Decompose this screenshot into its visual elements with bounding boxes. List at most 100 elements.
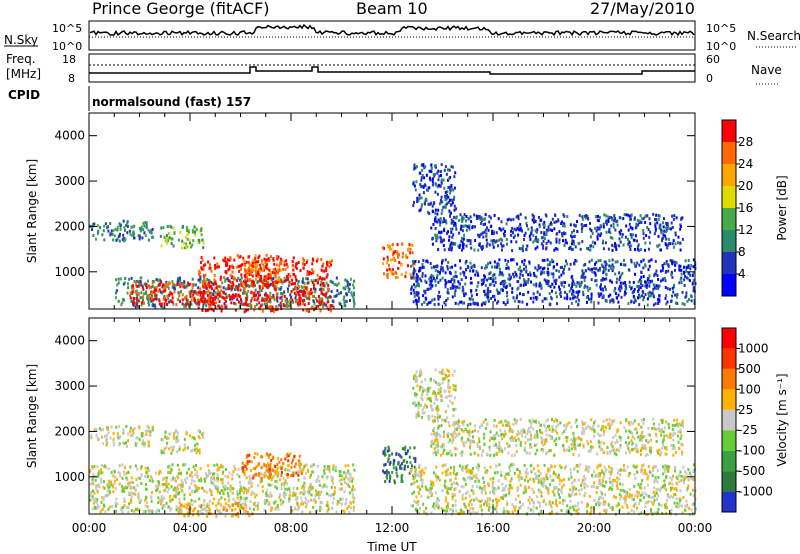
range-cell bbox=[570, 234, 572, 238]
range-cell bbox=[228, 284, 231, 288]
range-cell bbox=[282, 303, 285, 307]
range-cell bbox=[137, 495, 140, 498]
range-cell bbox=[459, 243, 461, 247]
range-cell bbox=[138, 477, 141, 480]
range-cell bbox=[451, 295, 454, 299]
range-cell bbox=[221, 481, 224, 485]
range-cell bbox=[617, 300, 620, 304]
range-cell bbox=[254, 261, 257, 265]
range-cell bbox=[667, 243, 670, 247]
range-cell bbox=[276, 467, 279, 471]
range-cell bbox=[177, 298, 179, 301]
range-cell bbox=[617, 469, 620, 473]
range-cell bbox=[632, 233, 634, 237]
range-cell bbox=[526, 471, 529, 475]
range-cell bbox=[627, 302, 630, 306]
range-cell bbox=[437, 183, 440, 187]
range-cell bbox=[115, 289, 118, 293]
range-cell bbox=[295, 293, 298, 297]
range-cell bbox=[295, 278, 298, 282]
range-cell bbox=[290, 461, 293, 465]
range-cell bbox=[206, 515, 209, 518]
range-cell bbox=[510, 258, 512, 262]
range-cell bbox=[178, 276, 181, 280]
range-cell bbox=[575, 290, 578, 294]
range-cell bbox=[464, 292, 467, 296]
range-cell bbox=[289, 298, 292, 302]
range-cell bbox=[567, 477, 570, 481]
range-cell bbox=[152, 304, 155, 308]
range-cell bbox=[129, 296, 132, 300]
range-cell bbox=[187, 283, 190, 287]
range-cell bbox=[424, 296, 427, 300]
range-cell bbox=[545, 228, 548, 232]
range-cell bbox=[155, 288, 157, 292]
range-cell bbox=[597, 486, 599, 489]
freq-tick-top: 18 bbox=[62, 53, 76, 66]
range-cell bbox=[128, 229, 131, 233]
range-cell bbox=[420, 474, 423, 478]
range-cell bbox=[279, 280, 282, 284]
range-cell bbox=[171, 296, 174, 300]
range-cell bbox=[487, 290, 490, 293]
range-cell bbox=[213, 472, 216, 476]
range-cell bbox=[245, 302, 248, 306]
range-cell bbox=[542, 239, 545, 243]
range-cell bbox=[496, 265, 499, 269]
range-cell bbox=[671, 294, 674, 298]
range-cell bbox=[393, 479, 396, 483]
range-cell bbox=[532, 233, 535, 237]
range-cell bbox=[444, 165, 447, 169]
range-cell bbox=[339, 291, 342, 295]
range-cell bbox=[331, 479, 334, 483]
range-cell bbox=[404, 254, 407, 258]
range-cell bbox=[600, 292, 603, 296]
range-cell bbox=[231, 281, 234, 285]
range-cell bbox=[185, 432, 188, 436]
range-cell bbox=[215, 504, 218, 508]
range-cell bbox=[318, 483, 321, 487]
range-cell bbox=[415, 273, 418, 277]
range-cell bbox=[232, 497, 235, 501]
range-cell bbox=[160, 280, 163, 284]
cpid-text: normalsound (fast) 157 bbox=[92, 95, 251, 109]
range-cell bbox=[238, 305, 241, 308]
range-cell bbox=[183, 443, 186, 447]
range-cell bbox=[444, 205, 447, 209]
range-cell bbox=[412, 167, 415, 171]
range-cell bbox=[142, 434, 145, 438]
range-cell bbox=[597, 301, 600, 305]
range-cell bbox=[686, 299, 689, 303]
range-cell bbox=[281, 292, 284, 296]
range-cell bbox=[423, 289, 425, 293]
range-cell bbox=[515, 240, 518, 244]
range-cell bbox=[222, 492, 225, 496]
range-cell bbox=[191, 436, 194, 439]
range-cell bbox=[185, 242, 188, 246]
range-cell bbox=[129, 486, 132, 490]
range-cell bbox=[286, 473, 289, 477]
range-cell bbox=[263, 462, 266, 466]
range-cell bbox=[166, 225, 169, 228]
range-cell bbox=[303, 476, 306, 480]
range-cell bbox=[252, 294, 255, 298]
range-cell bbox=[476, 217, 478, 220]
range-cell bbox=[480, 232, 483, 236]
range-cell bbox=[454, 274, 457, 278]
range-cell bbox=[611, 258, 614, 262]
range-cell bbox=[178, 510, 180, 514]
range-cell bbox=[194, 230, 196, 234]
range-cell bbox=[178, 445, 181, 449]
range-cell bbox=[229, 297, 232, 301]
range-cell bbox=[607, 218, 610, 222]
range-cell bbox=[595, 267, 598, 271]
range-cell bbox=[125, 471, 128, 475]
range-cell bbox=[267, 299, 270, 303]
range-cell bbox=[265, 494, 268, 497]
range-cell bbox=[655, 213, 658, 217]
range-cell bbox=[571, 282, 574, 286]
range-cell bbox=[129, 291, 132, 295]
range-cell bbox=[549, 228, 552, 232]
range-cell bbox=[231, 295, 234, 299]
range-cell bbox=[509, 275, 512, 279]
